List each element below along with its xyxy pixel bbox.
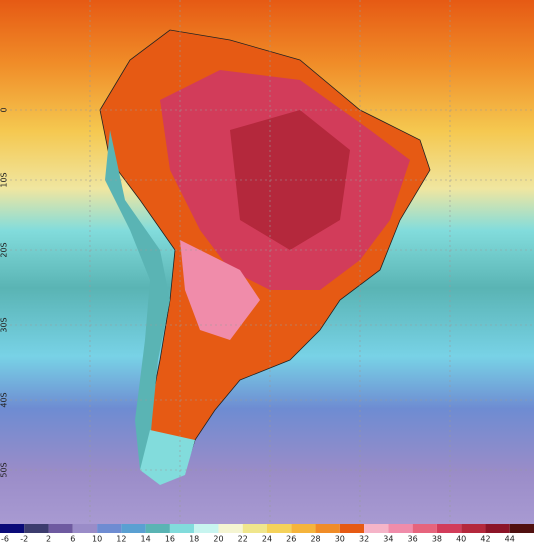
- lat-labels: 0 10S 20S 30S 40S 50S: [0, 107, 9, 477]
- colorbar-label: 18: [189, 535, 199, 544]
- lat-label: 10S: [0, 172, 9, 187]
- colorbar-swatch: [145, 524, 170, 533]
- colorbar-label: 16: [165, 535, 175, 544]
- colorbar-label: 20: [213, 535, 223, 544]
- colorbar-label: 34: [383, 535, 393, 544]
- colorbar-label: 10: [92, 535, 102, 544]
- colorbar-swatch: [509, 524, 534, 533]
- colorbar-swatch: [169, 524, 195, 533]
- colorbar-swatch: [485, 524, 510, 533]
- lat-label: 20S: [0, 242, 9, 257]
- colorbar-label: -2: [20, 535, 28, 544]
- colorbar-label: 40: [456, 535, 466, 544]
- colorbar: -6 -2 2 6 10 12 14 16 18 20 22 24 26 28 30 32 34 36 38 40 42…: [0, 524, 534, 544]
- colorbar-label: 44: [505, 535, 515, 544]
- colorbar-label: 36: [408, 535, 418, 544]
- colorbar-label: -6: [1, 535, 9, 544]
- colorbar-label: 24: [262, 535, 272, 544]
- colorbar-swatch: [461, 524, 486, 533]
- colorbar-label: 22: [238, 535, 248, 544]
- colorbar-label: 42: [480, 535, 490, 544]
- colorbar-swatch: [218, 524, 243, 533]
- colorbar-swatch: [291, 524, 316, 533]
- andes: [105, 130, 170, 470]
- lat-label: 40S: [0, 392, 9, 407]
- colorbar-swatch: [412, 524, 437, 533]
- colorbar-label: 6: [70, 535, 75, 544]
- colorbar-swatch: [436, 524, 462, 533]
- colorbar-swatch: [267, 524, 292, 533]
- colorbar-swatch: [24, 524, 49, 533]
- colorbar-swatch: [242, 524, 267, 533]
- lat-label: 30S: [0, 317, 9, 332]
- colorbar-label: 38: [432, 535, 442, 544]
- colorbar-swatch: [48, 524, 73, 533]
- colorbar-label: 26: [286, 535, 296, 544]
- colorbar-label: 2: [46, 535, 51, 544]
- colorbar-swatch: [0, 524, 25, 533]
- colorbar-label: 32: [359, 535, 369, 544]
- warm-region: [180, 240, 260, 340]
- lat-label: 0: [0, 107, 9, 112]
- colorbar-swatch: [194, 524, 219, 533]
- colorbar-swatch: [339, 524, 365, 533]
- colorbar-label: 28: [310, 535, 320, 544]
- colorbar-swatch: [364, 524, 389, 533]
- colorbar-swatch: [72, 524, 98, 533]
- patagonia: [140, 430, 195, 485]
- colorbar-swatch: [388, 524, 413, 533]
- lat-label: 50S: [0, 462, 9, 477]
- map-area: [0, 0, 534, 524]
- graticule: [0, 0, 534, 524]
- colorbar-swatch: [121, 524, 146, 533]
- colorbar-swatch: [97, 524, 122, 533]
- colorbar-label: 30: [335, 535, 345, 544]
- colorbar-swatch: [315, 524, 340, 533]
- colorbar-label: 14: [141, 535, 151, 544]
- colorbar-label: 12: [116, 535, 126, 544]
